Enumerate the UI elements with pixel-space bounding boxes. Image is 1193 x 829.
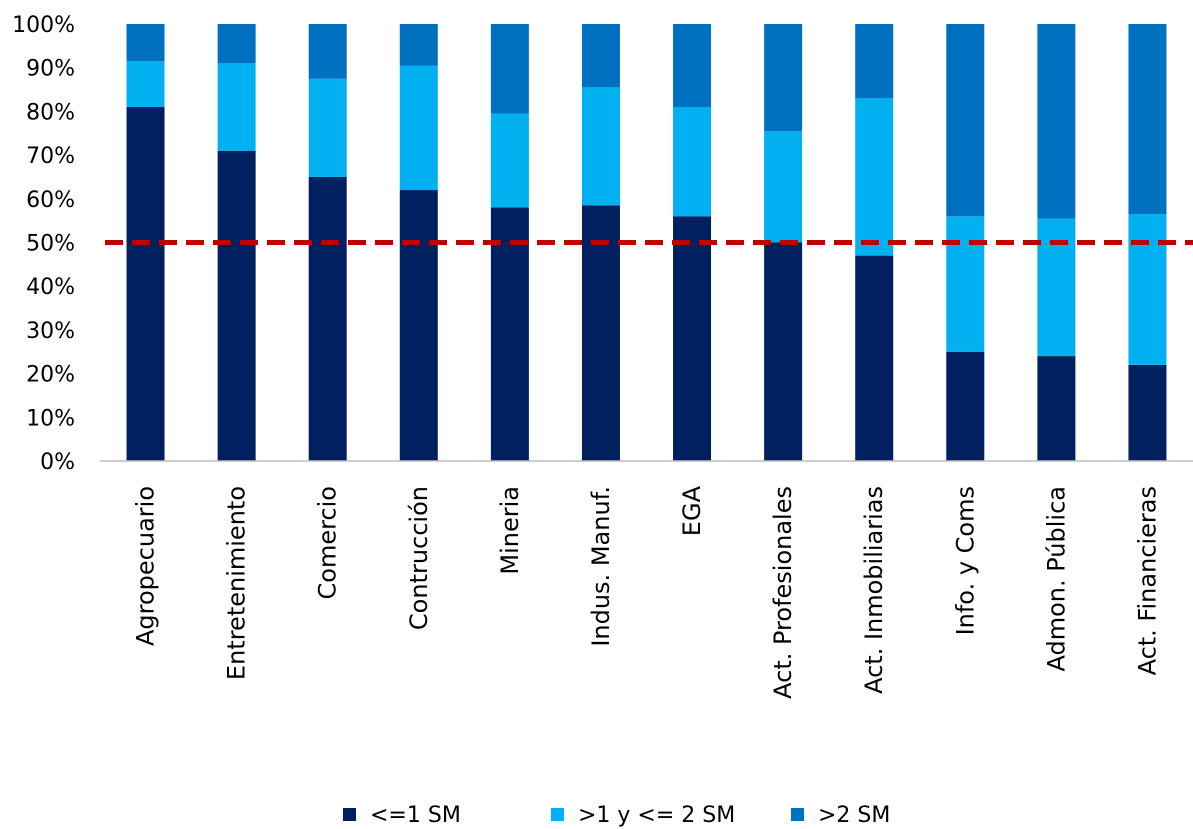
bar-segment-3-3 bbox=[308, 24, 347, 79]
bar-segment-3-4 bbox=[399, 24, 438, 66]
y-tick-label: 10% bbox=[26, 406, 75, 431]
bar-segment-2-1 bbox=[126, 61, 165, 108]
x-tick-label: EGA bbox=[678, 485, 706, 536]
y-tick-label: 50% bbox=[26, 232, 75, 257]
x-tick-label: Entretenimiento bbox=[223, 486, 251, 680]
y-axis: 0% 10% 20% 30% 40% 50% 60% 70% 80% 90% 100% bbox=[12, 13, 1193, 475]
x-tick-label: Indus. Manuf. bbox=[587, 486, 615, 647]
bar-segment-2-8 bbox=[764, 131, 803, 243]
y-tick-label: 0% bbox=[40, 450, 75, 475]
bar-segment-2-2 bbox=[217, 63, 256, 151]
x-tick-label: Comercio bbox=[314, 486, 342, 599]
bar-segment-2-11 bbox=[1037, 218, 1076, 357]
x-tick-label: Contrucción bbox=[405, 486, 433, 630]
bar-segment-2-5 bbox=[490, 113, 529, 208]
legend-swatch bbox=[791, 808, 804, 821]
x-tick-label: Agropecuario bbox=[132, 486, 160, 646]
y-tick-label: 20% bbox=[26, 363, 75, 388]
bar-segment-1-1 bbox=[126, 107, 165, 461]
bar-segment-1-12 bbox=[1128, 364, 1167, 461]
bar-segment-2-12 bbox=[1128, 214, 1167, 365]
bar-segment-1-9 bbox=[855, 255, 894, 461]
bar-segment-2-7 bbox=[673, 107, 712, 217]
bar-segment-1-4 bbox=[399, 190, 438, 461]
y-tick-label: 80% bbox=[26, 100, 75, 125]
y-tick-label: 100% bbox=[12, 13, 75, 38]
bar-segment-3-12 bbox=[1128, 24, 1167, 215]
legend: <=1 SM >1 y <= 2 SM >2 SM bbox=[343, 803, 890, 828]
bar-segment-2-10 bbox=[946, 216, 985, 352]
bars-group bbox=[126, 24, 1167, 462]
y-tick-label: 70% bbox=[26, 144, 75, 169]
y-tick-label: 40% bbox=[26, 275, 75, 300]
bar-segment-1-6 bbox=[581, 205, 620, 461]
bar-segment-2-6 bbox=[581, 87, 620, 206]
bar-segment-3-9 bbox=[855, 24, 894, 99]
x-tick-label: Admon. Pública bbox=[1042, 486, 1070, 672]
y-tick-label: 30% bbox=[26, 319, 75, 344]
legend-label: >2 SM bbox=[818, 803, 890, 828]
bar-segment-3-11 bbox=[1037, 24, 1076, 219]
bar-segment-2-4 bbox=[399, 65, 438, 191]
bar-segment-1-2 bbox=[217, 150, 256, 462]
x-tick-label: Act. Inmobiliarias bbox=[860, 486, 888, 694]
bar-segment-3-8 bbox=[764, 24, 803, 132]
x-axis-labels: Agropecuario Entretenimiento Comercio Contr… bbox=[132, 485, 1162, 698]
bar-segment-3-1 bbox=[126, 24, 165, 62]
legend-label: >1 y <= 2 SM bbox=[578, 803, 735, 828]
legend-label: <=1 SM bbox=[370, 803, 461, 828]
bar-segment-1-7 bbox=[673, 216, 712, 461]
bar-segment-1-10 bbox=[946, 351, 985, 461]
x-tick-label: Mineria bbox=[496, 486, 524, 575]
x-tick-label: Act. Financieras bbox=[1133, 486, 1161, 675]
bar-segment-2-3 bbox=[308, 78, 347, 177]
y-tick-label: 90% bbox=[26, 57, 75, 82]
bar-segment-3-2 bbox=[217, 24, 256, 64]
y-tick-label: 60% bbox=[26, 188, 75, 213]
legend-swatch bbox=[551, 808, 564, 821]
bar-segment-1-11 bbox=[1037, 356, 1076, 461]
bar-segment-3-7 bbox=[673, 24, 712, 108]
bar-segment-3-5 bbox=[490, 24, 529, 114]
x-tick-label: Info. y Coms bbox=[951, 486, 979, 635]
bar-segment-2-9 bbox=[855, 98, 894, 256]
bar-segment-1-3 bbox=[308, 176, 347, 461]
bar-segment-1-8 bbox=[764, 242, 803, 461]
x-tick-label: Act. Profesionales bbox=[769, 486, 797, 699]
bar-segment-1-5 bbox=[490, 207, 529, 461]
bar-segment-3-10 bbox=[946, 24, 985, 217]
legend-swatch bbox=[343, 808, 356, 821]
bar-segment-3-6 bbox=[581, 24, 620, 88]
